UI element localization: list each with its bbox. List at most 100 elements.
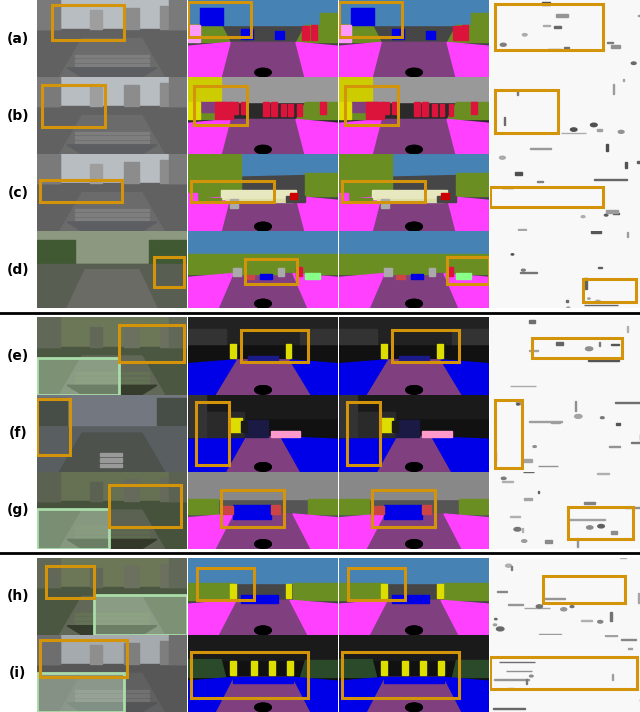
Bar [37, 154, 187, 184]
Polygon shape [188, 514, 233, 549]
Bar [90, 164, 102, 184]
Bar [432, 104, 436, 115]
Bar [233, 676, 293, 683]
Bar [74, 377, 150, 379]
Polygon shape [339, 102, 381, 120]
Bar [339, 102, 351, 120]
Polygon shape [296, 197, 338, 231]
Bar [422, 431, 452, 437]
Bar [524, 498, 532, 501]
Circle shape [598, 620, 603, 623]
Polygon shape [281, 254, 338, 273]
Polygon shape [188, 231, 338, 254]
Bar [342, 652, 459, 698]
Bar [124, 565, 139, 587]
Bar [37, 241, 74, 263]
Bar [37, 263, 187, 308]
Bar [538, 491, 539, 493]
Bar [37, 2, 60, 29]
Bar [160, 6, 187, 29]
Polygon shape [188, 437, 245, 471]
Bar [188, 77, 221, 102]
Circle shape [406, 626, 422, 634]
Bar [516, 402, 522, 404]
Bar [490, 656, 637, 689]
Polygon shape [60, 356, 164, 394]
Bar [606, 210, 618, 213]
Bar [381, 344, 387, 357]
Polygon shape [372, 43, 456, 77]
Bar [384, 506, 422, 519]
Bar [339, 25, 351, 43]
Bar [638, 593, 639, 603]
Bar [169, 634, 187, 664]
Bar [40, 640, 127, 677]
Polygon shape [339, 635, 489, 659]
Bar [515, 172, 522, 174]
Bar [241, 595, 263, 602]
Bar [271, 505, 280, 514]
Circle shape [406, 222, 422, 231]
Polygon shape [339, 0, 489, 25]
Circle shape [255, 222, 271, 231]
Polygon shape [67, 222, 157, 231]
Polygon shape [447, 25, 489, 43]
Polygon shape [188, 77, 338, 102]
Polygon shape [188, 0, 338, 25]
Polygon shape [221, 120, 305, 154]
Polygon shape [218, 600, 308, 635]
Polygon shape [188, 394, 338, 418]
Bar [37, 357, 120, 394]
Bar [188, 198, 221, 202]
Bar [414, 595, 429, 602]
Bar [100, 453, 122, 456]
Bar [233, 506, 271, 519]
Text: (b): (b) [6, 109, 29, 122]
Polygon shape [188, 254, 241, 273]
Bar [623, 78, 625, 80]
Bar [215, 102, 233, 120]
Polygon shape [221, 197, 305, 231]
Polygon shape [444, 677, 489, 712]
Bar [554, 26, 561, 28]
Bar [392, 330, 459, 362]
Polygon shape [188, 318, 338, 345]
Polygon shape [188, 273, 233, 308]
Polygon shape [339, 154, 392, 202]
Circle shape [255, 540, 271, 548]
Polygon shape [188, 600, 236, 635]
Bar [339, 193, 348, 204]
Polygon shape [339, 120, 381, 154]
Polygon shape [366, 677, 462, 712]
Bar [37, 587, 187, 635]
Polygon shape [452, 659, 489, 677]
Bar [543, 575, 625, 602]
Bar [542, 2, 550, 6]
Bar [597, 129, 602, 131]
Circle shape [255, 463, 271, 471]
Bar [154, 257, 184, 287]
Bar [392, 29, 404, 38]
Circle shape [493, 624, 497, 626]
Bar [37, 560, 60, 587]
Bar [411, 273, 423, 279]
Polygon shape [60, 433, 164, 471]
Bar [357, 412, 395, 437]
Bar [188, 25, 200, 43]
Bar [575, 401, 576, 411]
Polygon shape [60, 38, 164, 77]
Circle shape [406, 68, 422, 77]
Bar [74, 531, 150, 533]
Bar [37, 320, 60, 347]
Bar [169, 152, 187, 184]
Polygon shape [67, 270, 157, 308]
Polygon shape [296, 25, 338, 43]
Circle shape [604, 214, 608, 216]
Bar [436, 197, 456, 202]
Polygon shape [293, 582, 338, 600]
Circle shape [406, 626, 422, 634]
Circle shape [600, 417, 604, 419]
Polygon shape [188, 635, 338, 659]
Polygon shape [339, 582, 384, 600]
Bar [366, 102, 384, 120]
